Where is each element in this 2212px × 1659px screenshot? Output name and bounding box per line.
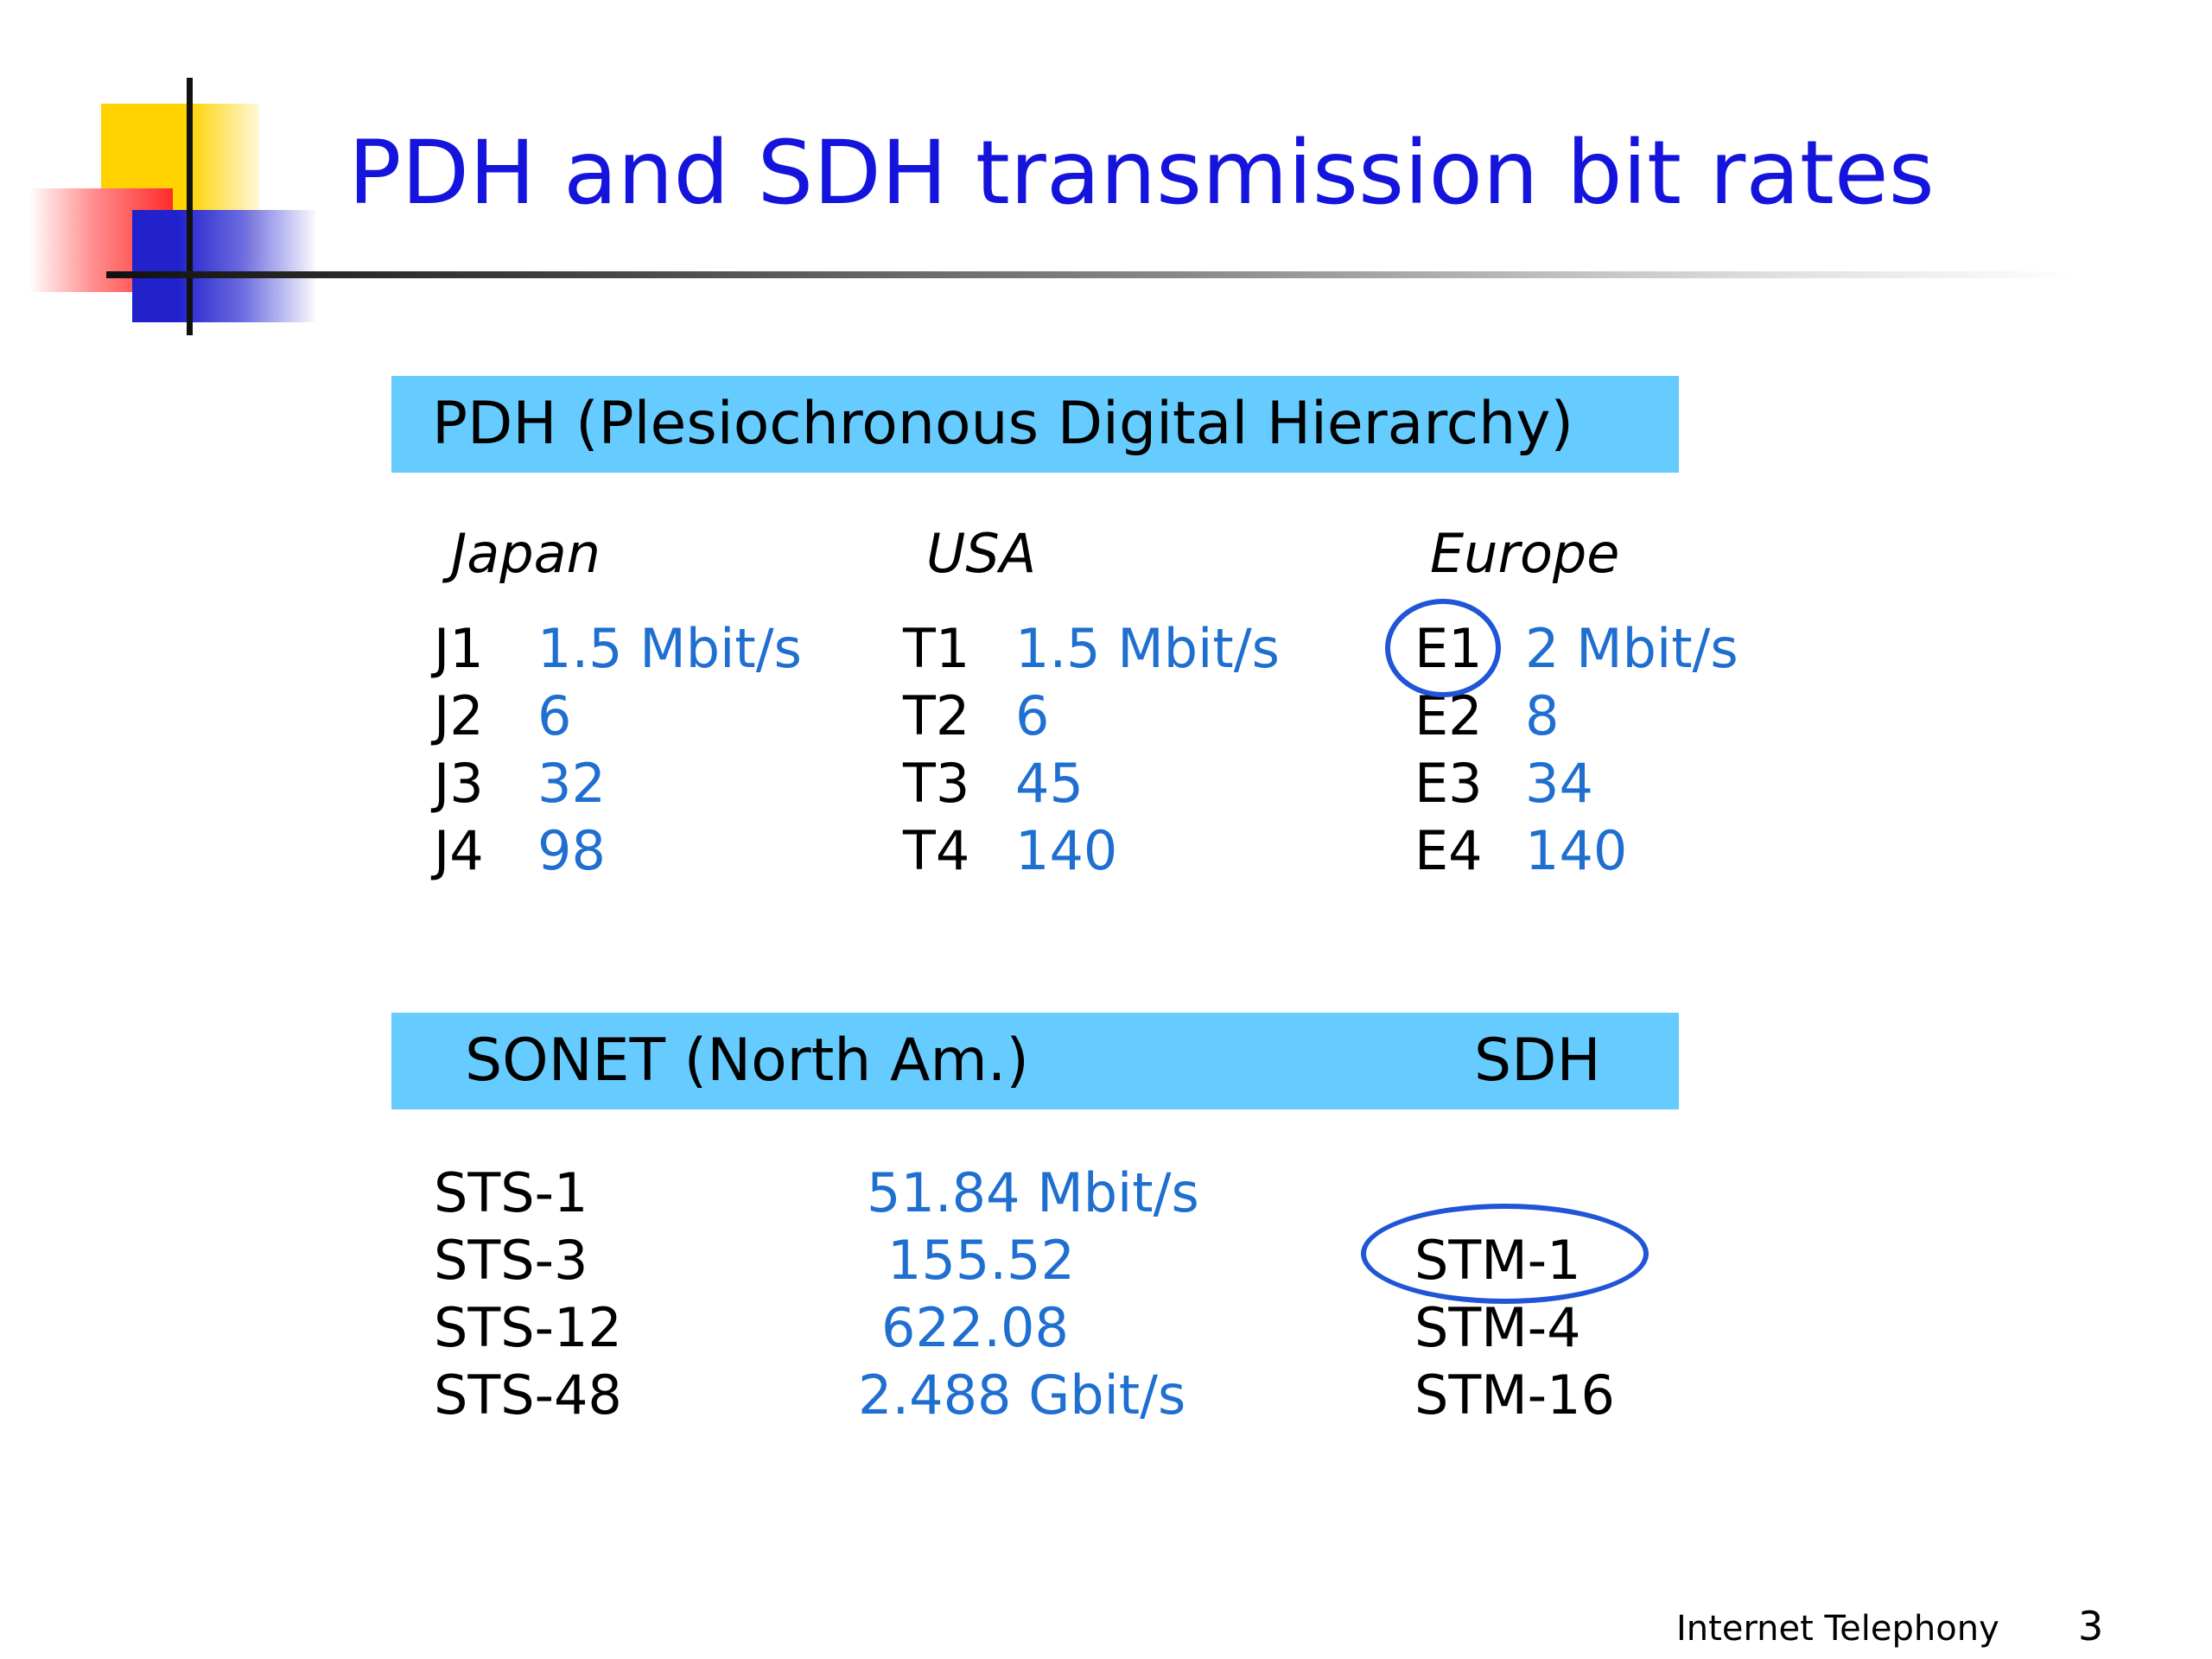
- europe-code-2: E2: [1414, 684, 1483, 747]
- sonet-sdh-header-band: SONET (North Am.) SDH: [391, 1013, 1679, 1109]
- logo-vertical-line: [187, 78, 193, 335]
- usa-code-2: T2: [903, 684, 970, 747]
- title-underline: [106, 271, 2076, 278]
- sts-12-label: STS-12: [434, 1296, 622, 1359]
- japan-rate-1: 1.5 Mbit/s: [537, 617, 802, 680]
- europe-rate-4: 140: [1525, 819, 1628, 882]
- page-number: 3: [2078, 1603, 2104, 1649]
- logo-blue-square: [132, 210, 315, 322]
- sts-48-rate: 2.488 Gbit/s: [858, 1363, 1186, 1427]
- slide-logo: [0, 0, 2212, 363]
- stm-16-label: STM-16: [1414, 1363, 1615, 1427]
- japan-rate-3: 32: [537, 752, 606, 815]
- region-japan: Japan: [451, 522, 601, 585]
- pdh-header-text: PDH (Plesiochronous Digital Hierarchy): [432, 390, 1574, 458]
- stm-4-label: STM-4: [1414, 1296, 1581, 1359]
- region-europe: Europe: [1430, 522, 1620, 585]
- sts-1-label: STS-1: [434, 1161, 588, 1224]
- sts-3-rate: 155.52: [887, 1229, 1075, 1292]
- usa-rate-3: 45: [1015, 752, 1084, 815]
- japan-code-4: J4: [434, 819, 484, 882]
- sdh-header-text: SDH: [1474, 1027, 1601, 1095]
- usa-code-1: T1: [903, 617, 970, 680]
- europe-code-3: E3: [1414, 752, 1483, 815]
- sts-12-rate: 622.08: [881, 1296, 1069, 1359]
- region-usa: USA: [926, 522, 1037, 585]
- europe-code-4: E4: [1414, 819, 1483, 882]
- usa-rate-4: 140: [1015, 819, 1118, 882]
- japan-code-3: J3: [434, 752, 484, 815]
- sts-48-label: STS-48: [434, 1363, 622, 1427]
- sts-1-rate: 51.84 Mbit/s: [867, 1161, 1199, 1224]
- europe-rate-2: 8: [1525, 684, 1560, 747]
- japan-code-1: J1: [434, 617, 484, 680]
- usa-code-3: T3: [903, 752, 970, 815]
- europe-rate-3: 34: [1525, 752, 1593, 815]
- japan-rate-2: 6: [537, 684, 572, 747]
- e1-highlight-circle: [1385, 599, 1501, 697]
- europe-rate-1: 2 Mbit/s: [1525, 617, 1738, 680]
- usa-rate-2: 6: [1015, 684, 1050, 747]
- slide-title: PDH and SDH transmission bit rates: [348, 122, 1935, 225]
- japan-rate-4: 98: [537, 819, 606, 882]
- usa-rate-1: 1.5 Mbit/s: [1015, 617, 1280, 680]
- sonet-header-text: SONET (North Am.): [465, 1027, 1029, 1095]
- stm-1-highlight-ellipse: [1361, 1204, 1649, 1304]
- sts-3-label: STS-3: [434, 1229, 588, 1292]
- japan-code-2: J2: [434, 684, 484, 747]
- pdh-header-band: PDH (Plesiochronous Digital Hierarchy): [391, 376, 1679, 473]
- usa-code-4: T4: [903, 819, 970, 882]
- footer-label: Internet Telephony: [1676, 1609, 1999, 1649]
